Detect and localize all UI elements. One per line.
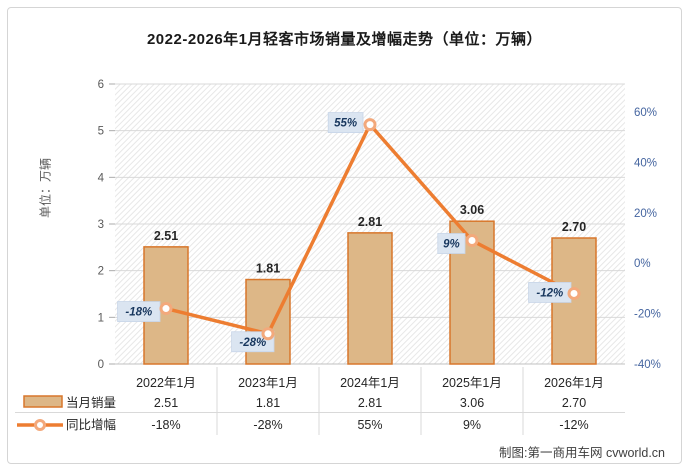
left-axis-tick-label: 6 [98,79,104,91]
legend-growth-label: 同比增幅 [66,417,116,432]
bar-value-label: 2.51 [154,229,178,243]
chart-title: 2022-2026年1月轻客市场销量及增幅走势（单位：万辆） [146,31,543,48]
table-header-cell: 2025年1月 [442,376,502,390]
line-marker [261,327,275,341]
growth-label-box [117,301,161,322]
left-axis-tick-label: 0 [98,359,104,371]
growth-label: 55% [334,118,357,130]
table-sales-cell: 3.06 [460,396,484,410]
right-axis-tick-label: -20% [634,309,661,321]
line-marker [159,302,173,316]
table-growth-cell: 9% [463,418,481,432]
bar-value-label: 2.70 [562,220,586,234]
right-axis-tick-label: 0% [634,258,651,270]
sales-bar [347,232,393,365]
left-axis-tick-label: 2 [98,266,104,278]
growth-label: -28% [239,337,266,349]
bar-value-label: 3.06 [460,203,484,217]
right-axis-tick-label: 40% [634,157,657,169]
growth-label: 9% [443,239,460,251]
table-sales-cell: 1.81 [256,396,280,410]
growth-label-box [437,233,466,254]
line-marker [465,234,479,248]
legend-bar-swatch-icon [23,395,63,408]
growth-label: -12% [536,287,563,299]
credit-text: 制图:第一商用车网 cvworld.cn [499,446,665,460]
bar-value-label: 1.81 [256,262,280,276]
growth-label: -18% [125,307,152,319]
line-marker [363,118,377,132]
right-axis-tick-label: 60% [634,107,657,119]
table-sales-cell: 2.70 [562,396,586,410]
left-axis-tick-label: 5 [98,126,104,138]
legend-line-marker-icon [34,419,46,431]
table-header-cell: 2022年1月 [136,376,196,390]
right-axis-tick-label: -40% [634,359,661,371]
table-header-cell: 2023年1月 [238,376,298,390]
legend-sales-label: 当月销量 [66,396,116,410]
right-axis-tick-label: 20% [634,208,657,220]
left-axis-tick-label: 1 [98,312,104,324]
left-axis-tick-label: 4 [98,172,105,184]
table-growth-cell: -12% [559,418,588,432]
table-header-cell: 2024年1月 [340,376,400,390]
table-growth-cell: 55% [357,418,382,432]
table-header-cell: 2026年1月 [544,376,604,390]
table-growth-cell: -28% [253,418,282,432]
left-axis-tick-label: 3 [98,219,104,231]
growth-label-box [327,112,364,133]
table-sales-cell: 2.51 [154,396,178,410]
bar-value-label: 2.81 [358,215,382,229]
line-marker [567,286,581,300]
table-sales-cell: 2.81 [358,396,382,410]
table-growth-cell: -18% [151,418,180,432]
